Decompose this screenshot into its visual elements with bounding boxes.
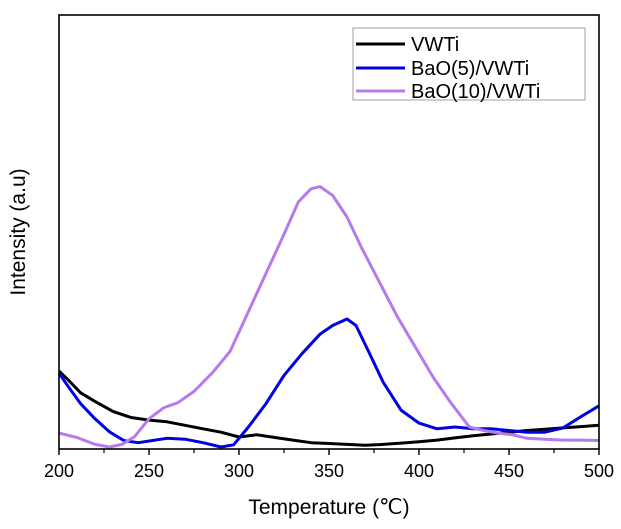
- x-tick-label: 300: [224, 461, 254, 481]
- x-tick-label: 250: [134, 461, 164, 481]
- series-line-bao-5-vwti: [57, 317, 600, 449]
- series-line-bao-10-vwti: [58, 185, 600, 449]
- x-tick-label: 200: [44, 461, 74, 481]
- x-tick-label: 400: [404, 461, 434, 481]
- x-tick-label: 500: [584, 461, 614, 481]
- legend: VWTi BaO(5)/VWTi BaO(10)/VWTi: [352, 27, 586, 103]
- series-layer: [57, 185, 600, 449]
- legend-label-bao10: BaO(10)/VWTi: [411, 81, 540, 103]
- y-axis-title: Intensity (a.u): [7, 168, 30, 295]
- legend-box: [352, 27, 586, 101]
- x-tick-label: 350: [314, 461, 344, 481]
- series-line-vwti: [57, 370, 600, 447]
- x-tick-label: 450: [494, 461, 524, 481]
- legend-label-vwti: VWTi: [411, 34, 459, 56]
- x-axis: 200 250 300 350 400 450 500: [44, 449, 614, 481]
- legend-label-bao5: BaO(5)/VWTi: [411, 58, 529, 80]
- x-axis-title: Temperature (℃): [248, 496, 409, 519]
